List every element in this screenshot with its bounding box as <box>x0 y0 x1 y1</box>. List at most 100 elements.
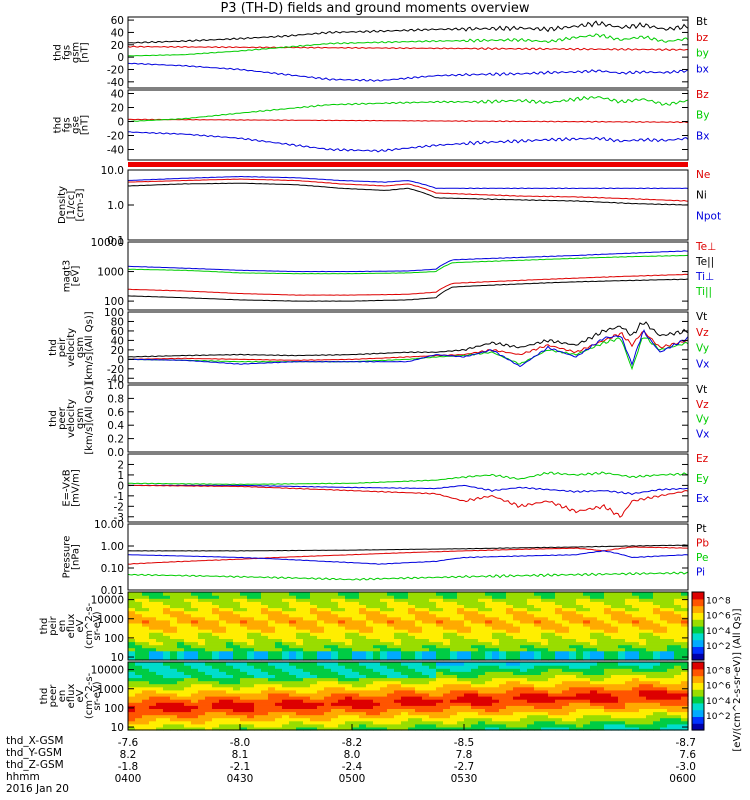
peir-eflux-cell <box>429 613 437 618</box>
peir-eflux-cell <box>485 653 493 658</box>
peir-eflux-cell <box>422 647 430 652</box>
peir-eflux-cell <box>548 632 556 636</box>
peir-eflux-cell <box>674 622 682 627</box>
peir-eflux-cell <box>569 607 577 612</box>
peer-eflux-cell <box>205 699 213 703</box>
peer-eflux-cell <box>296 711 304 716</box>
peer-eflux-colorbar-cell <box>692 672 704 675</box>
peir-eflux-cell <box>184 629 192 633</box>
peir-eflux-cell <box>212 632 220 636</box>
peir-eflux-cell <box>303 641 311 646</box>
peir-eflux-cell <box>499 653 507 658</box>
peer-eflux-cell <box>429 705 437 709</box>
peir-eflux-cell <box>226 638 234 643</box>
peir-eflux-cell <box>618 647 626 652</box>
peir-eflux-cell <box>219 650 227 655</box>
peir-velocity-series-red <box>127 330 689 361</box>
peer-eflux-cell <box>184 699 192 703</box>
peer-eflux-colorbar-cell <box>692 718 704 721</box>
fgs-gsm-ylabel: fgs <box>62 45 73 60</box>
peer-eflux-cell <box>674 674 682 679</box>
peer-eflux-cell <box>303 671 311 675</box>
peer-eflux-cell <box>324 723 332 728</box>
peer-eflux-cell <box>261 665 269 669</box>
peir-eflux-cell <box>296 635 304 639</box>
peer-eflux-cell <box>380 689 388 694</box>
peir-eflux-cell <box>373 616 381 621</box>
peir-eflux-cell <box>562 644 570 649</box>
peer-eflux-cell <box>562 708 570 713</box>
xtick-label: 8.1 <box>232 749 249 761</box>
peir-eflux-cell <box>233 632 241 636</box>
peir-eflux-cell <box>415 656 423 661</box>
peer-eflux-cell <box>317 705 325 709</box>
peir-eflux-cell <box>380 626 388 630</box>
peer-eflux-cell <box>520 702 528 706</box>
peer-eflux-cell <box>149 665 157 669</box>
peer-eflux-cell <box>520 674 528 679</box>
peer-eflux-cell <box>219 662 227 666</box>
peir-eflux-cell <box>660 622 668 627</box>
peir-eflux-colorbar-cell <box>692 648 704 651</box>
peir-eflux-cell <box>275 610 283 615</box>
peir-eflux-cell <box>506 613 514 618</box>
peir-eflux-cell <box>331 607 339 612</box>
peir-eflux-cell <box>324 644 332 649</box>
peer-eflux-cell <box>429 689 437 694</box>
peir-eflux-cell <box>296 650 304 655</box>
peir-eflux-cell <box>275 635 283 639</box>
peer-eflux-cell <box>303 702 311 706</box>
peir-eflux-cell <box>562 610 570 615</box>
peir-eflux-cell <box>646 613 654 618</box>
peer-eflux-cell <box>590 714 598 719</box>
peer-eflux-cell <box>331 680 339 685</box>
peir-eflux-cell <box>632 641 640 646</box>
peir-eflux-cell <box>177 592 185 596</box>
xtick-label: -8.0 <box>230 737 251 749</box>
peir-eflux-cell <box>219 635 227 639</box>
peir-eflux-cell <box>191 601 199 605</box>
peir-eflux-cell <box>513 616 521 621</box>
peer-eflux-cell <box>639 714 647 719</box>
peir-eflux-cell <box>618 601 626 605</box>
peir-eflux-cell <box>415 595 423 599</box>
peer-eflux-cell <box>597 696 605 700</box>
peer-eflux-cell <box>646 668 654 672</box>
peir-eflux-cell <box>254 653 262 658</box>
peer-eflux-cell <box>639 674 647 679</box>
peer-eflux-cell <box>541 720 549 725</box>
peer-eflux-cell <box>156 711 164 716</box>
peir-eflux-cell <box>527 607 535 612</box>
peir-eflux-cell <box>471 592 479 596</box>
peir-eflux-cell <box>142 626 150 630</box>
peir-eflux-cell <box>667 592 675 596</box>
peir-eflux-cell <box>170 598 178 602</box>
peer-eflux-cell <box>443 692 451 697</box>
peir-eflux-cell <box>128 622 136 627</box>
peer-eflux-ylabel: sr-eV) <box>92 681 103 710</box>
peir-eflux-cell <box>660 598 668 602</box>
peer-eflux-cell <box>576 686 584 691</box>
peer-eflux-cell <box>506 699 514 703</box>
peer-eflux-colorbar-cell <box>692 692 704 695</box>
peir-eflux-cell <box>177 650 185 655</box>
density-ylabel: [cm-3] <box>75 188 86 221</box>
peer-eflux-cell <box>135 726 143 731</box>
peer-eflux-cell <box>135 671 143 675</box>
peer-eflux-cell <box>660 665 668 669</box>
peer-eflux-cell <box>380 668 388 672</box>
peir-eflux-cell <box>429 644 437 649</box>
peir-eflux-cell <box>541 635 549 639</box>
peir-eflux-cell <box>240 653 248 658</box>
peer-eflux-ylabel: peer <box>48 684 59 708</box>
peer-eflux-cell <box>373 677 381 682</box>
peer-eflux-cell <box>681 711 689 716</box>
peir-eflux-cell <box>128 629 136 633</box>
peer-eflux-cell <box>394 677 402 682</box>
peir-eflux-cell <box>450 601 458 605</box>
peer-eflux-cell <box>163 711 171 716</box>
peer-eflux-cell <box>156 674 164 679</box>
peir-eflux-cell <box>436 644 444 649</box>
peir-eflux-cell <box>198 647 206 652</box>
peir-eflux-cell <box>387 610 395 615</box>
